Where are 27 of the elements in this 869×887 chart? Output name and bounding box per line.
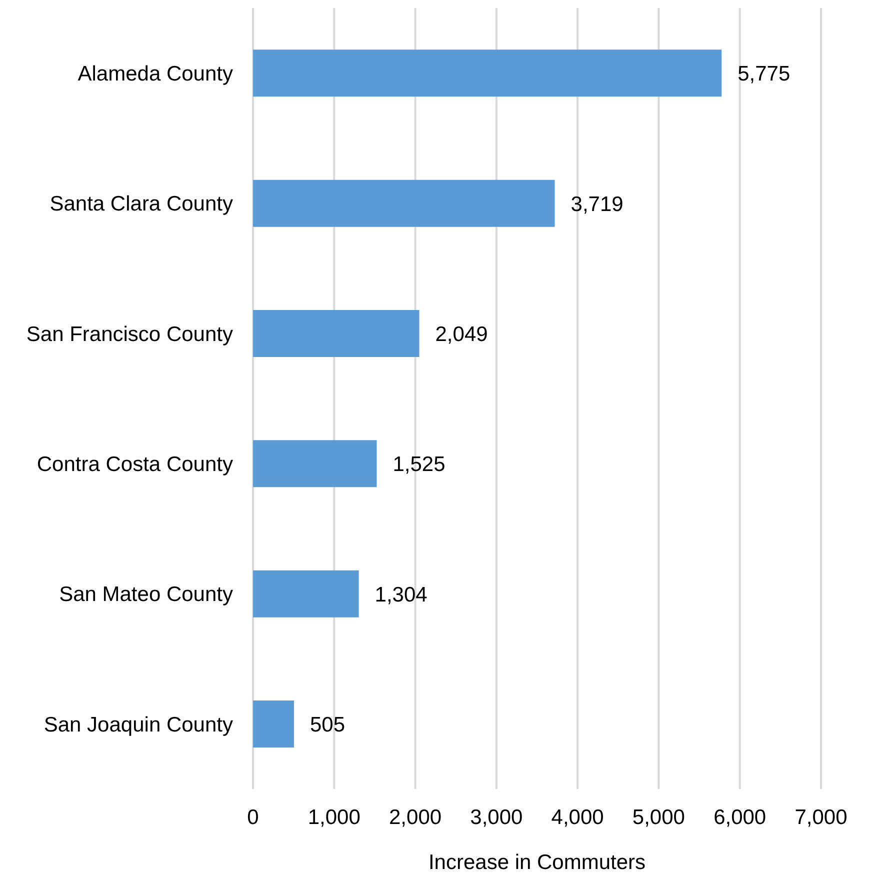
bar xyxy=(253,310,420,357)
bar xyxy=(253,570,359,618)
bar xyxy=(253,700,294,748)
y-tick-label: Santa Clara County xyxy=(50,192,234,216)
data-label: 505 xyxy=(310,713,346,736)
y-tick-label: San Mateo County xyxy=(59,583,234,606)
x-tick-label: 7,000 xyxy=(794,806,848,829)
x-tick-label: 6,000 xyxy=(714,806,766,829)
x-tick-label: 3,000 xyxy=(470,806,523,829)
x-tick-label: 1,000 xyxy=(308,806,360,829)
bar xyxy=(253,50,722,97)
bar xyxy=(253,440,377,488)
x-axis-title: Increase in Commuters xyxy=(428,851,646,874)
x-tick-label: 4,000 xyxy=(551,806,604,829)
bar xyxy=(253,180,555,227)
data-label: 1,304 xyxy=(374,583,428,606)
data-label: 2,049 xyxy=(435,322,488,346)
data-label: 5,775 xyxy=(738,62,790,86)
x-tick-label: 2,000 xyxy=(389,806,442,829)
x-tick-label: 0 xyxy=(247,806,259,829)
y-tick-label: San Francisco County xyxy=(26,322,234,346)
data-label: 3,719 xyxy=(570,192,624,216)
y-tick-label: Alameda County xyxy=(78,62,234,86)
data-label: 1,525 xyxy=(392,453,446,476)
y-tick-label: Contra Costa County xyxy=(36,453,234,476)
x-tick-label: 5,000 xyxy=(632,806,685,829)
y-tick-label: San Joaquin County xyxy=(44,713,234,736)
